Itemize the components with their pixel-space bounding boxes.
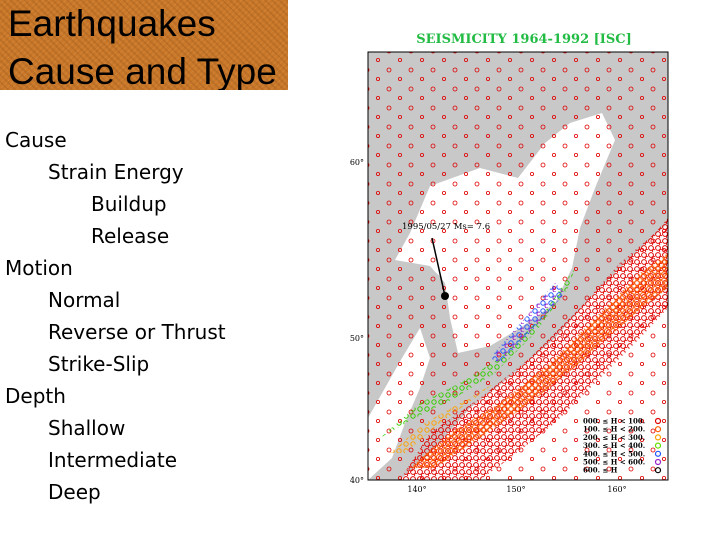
- lat-labels: 60° 50° 40°: [350, 158, 364, 485]
- outline-item: Reverse or Thrust: [48, 320, 226, 344]
- outline-item: Depth: [5, 384, 66, 408]
- outline-item: Strike-Slip: [48, 352, 150, 376]
- map-frame: [367, 51, 669, 481]
- legend-marker: [654, 442, 662, 449]
- legend-label: 500. ≤ H < 600.: [583, 458, 645, 467]
- outline-item: Normal: [48, 288, 121, 312]
- outline-item: Motion: [5, 256, 73, 280]
- outline-item: Release: [91, 224, 170, 248]
- deepest-band: [490, 283, 565, 363]
- legend-label: 300. ≤ H < 400.: [583, 441, 645, 450]
- lat-label: 60°: [350, 158, 364, 167]
- outline-item: Intermediate: [48, 448, 178, 472]
- lon-label: 150°: [506, 485, 525, 494]
- legend-label: 200. ≤ H < 300.: [583, 433, 645, 442]
- legend-label: 000. ≤ H < 100.: [583, 417, 645, 426]
- legend-marker: [654, 426, 662, 433]
- lon-labels: 140° 150° 160°: [407, 485, 626, 494]
- legend-marker: [654, 417, 662, 425]
- title-box: Earthquakes Cause and Type: [0, 0, 288, 90]
- legend-marker: [654, 450, 662, 457]
- seismicity-map: SEISMICITY 1964-1992 [ISC] 1995/05/27 Ms…: [350, 32, 669, 494]
- legend-marker: [654, 467, 662, 474]
- outline-item: Deep: [48, 480, 101, 504]
- title-line: Earthquakes: [8, 3, 216, 44]
- outline-item: Strain Energy: [48, 160, 184, 184]
- deep-band: [380, 268, 575, 438]
- title-line: Cause and Type: [8, 51, 277, 90]
- annotation: 1995/05/27 Ms= 7.6: [402, 222, 490, 232]
- legend: 000. ≤ H < 100.100. ≤ H < 200.200. ≤ H <…: [583, 417, 662, 475]
- lat-label: 50°: [350, 334, 364, 343]
- lon-label: 140°: [407, 485, 426, 494]
- outline-item: Cause: [5, 128, 67, 152]
- intermediate-band: [410, 253, 668, 468]
- lon-label: 160°: [607, 485, 626, 494]
- outline: Cause Strain Energy Buildup Release Motion No…: [0, 124, 226, 508]
- shallow-band: [400, 218, 668, 480]
- legend-marker: [654, 458, 662, 466]
- annotation-pointer: [431, 237, 446, 297]
- legend-label: 400. ≤ H < 500.: [583, 449, 645, 458]
- map-area: [368, 52, 668, 480]
- lat-label: 40°: [350, 476, 364, 485]
- deeper-band: [390, 383, 495, 453]
- outline-item: Buildup: [91, 192, 167, 216]
- legend-label: 600. ≤ H: [583, 466, 618, 475]
- epicenter: [441, 292, 449, 300]
- outline-item: Shallow: [48, 416, 126, 440]
- legend-marker: [654, 434, 662, 441]
- map-title: SEISMICITY 1964-1992 [ISC]: [416, 32, 632, 47]
- legend-label: 100. ≤ H < 200.: [583, 425, 645, 434]
